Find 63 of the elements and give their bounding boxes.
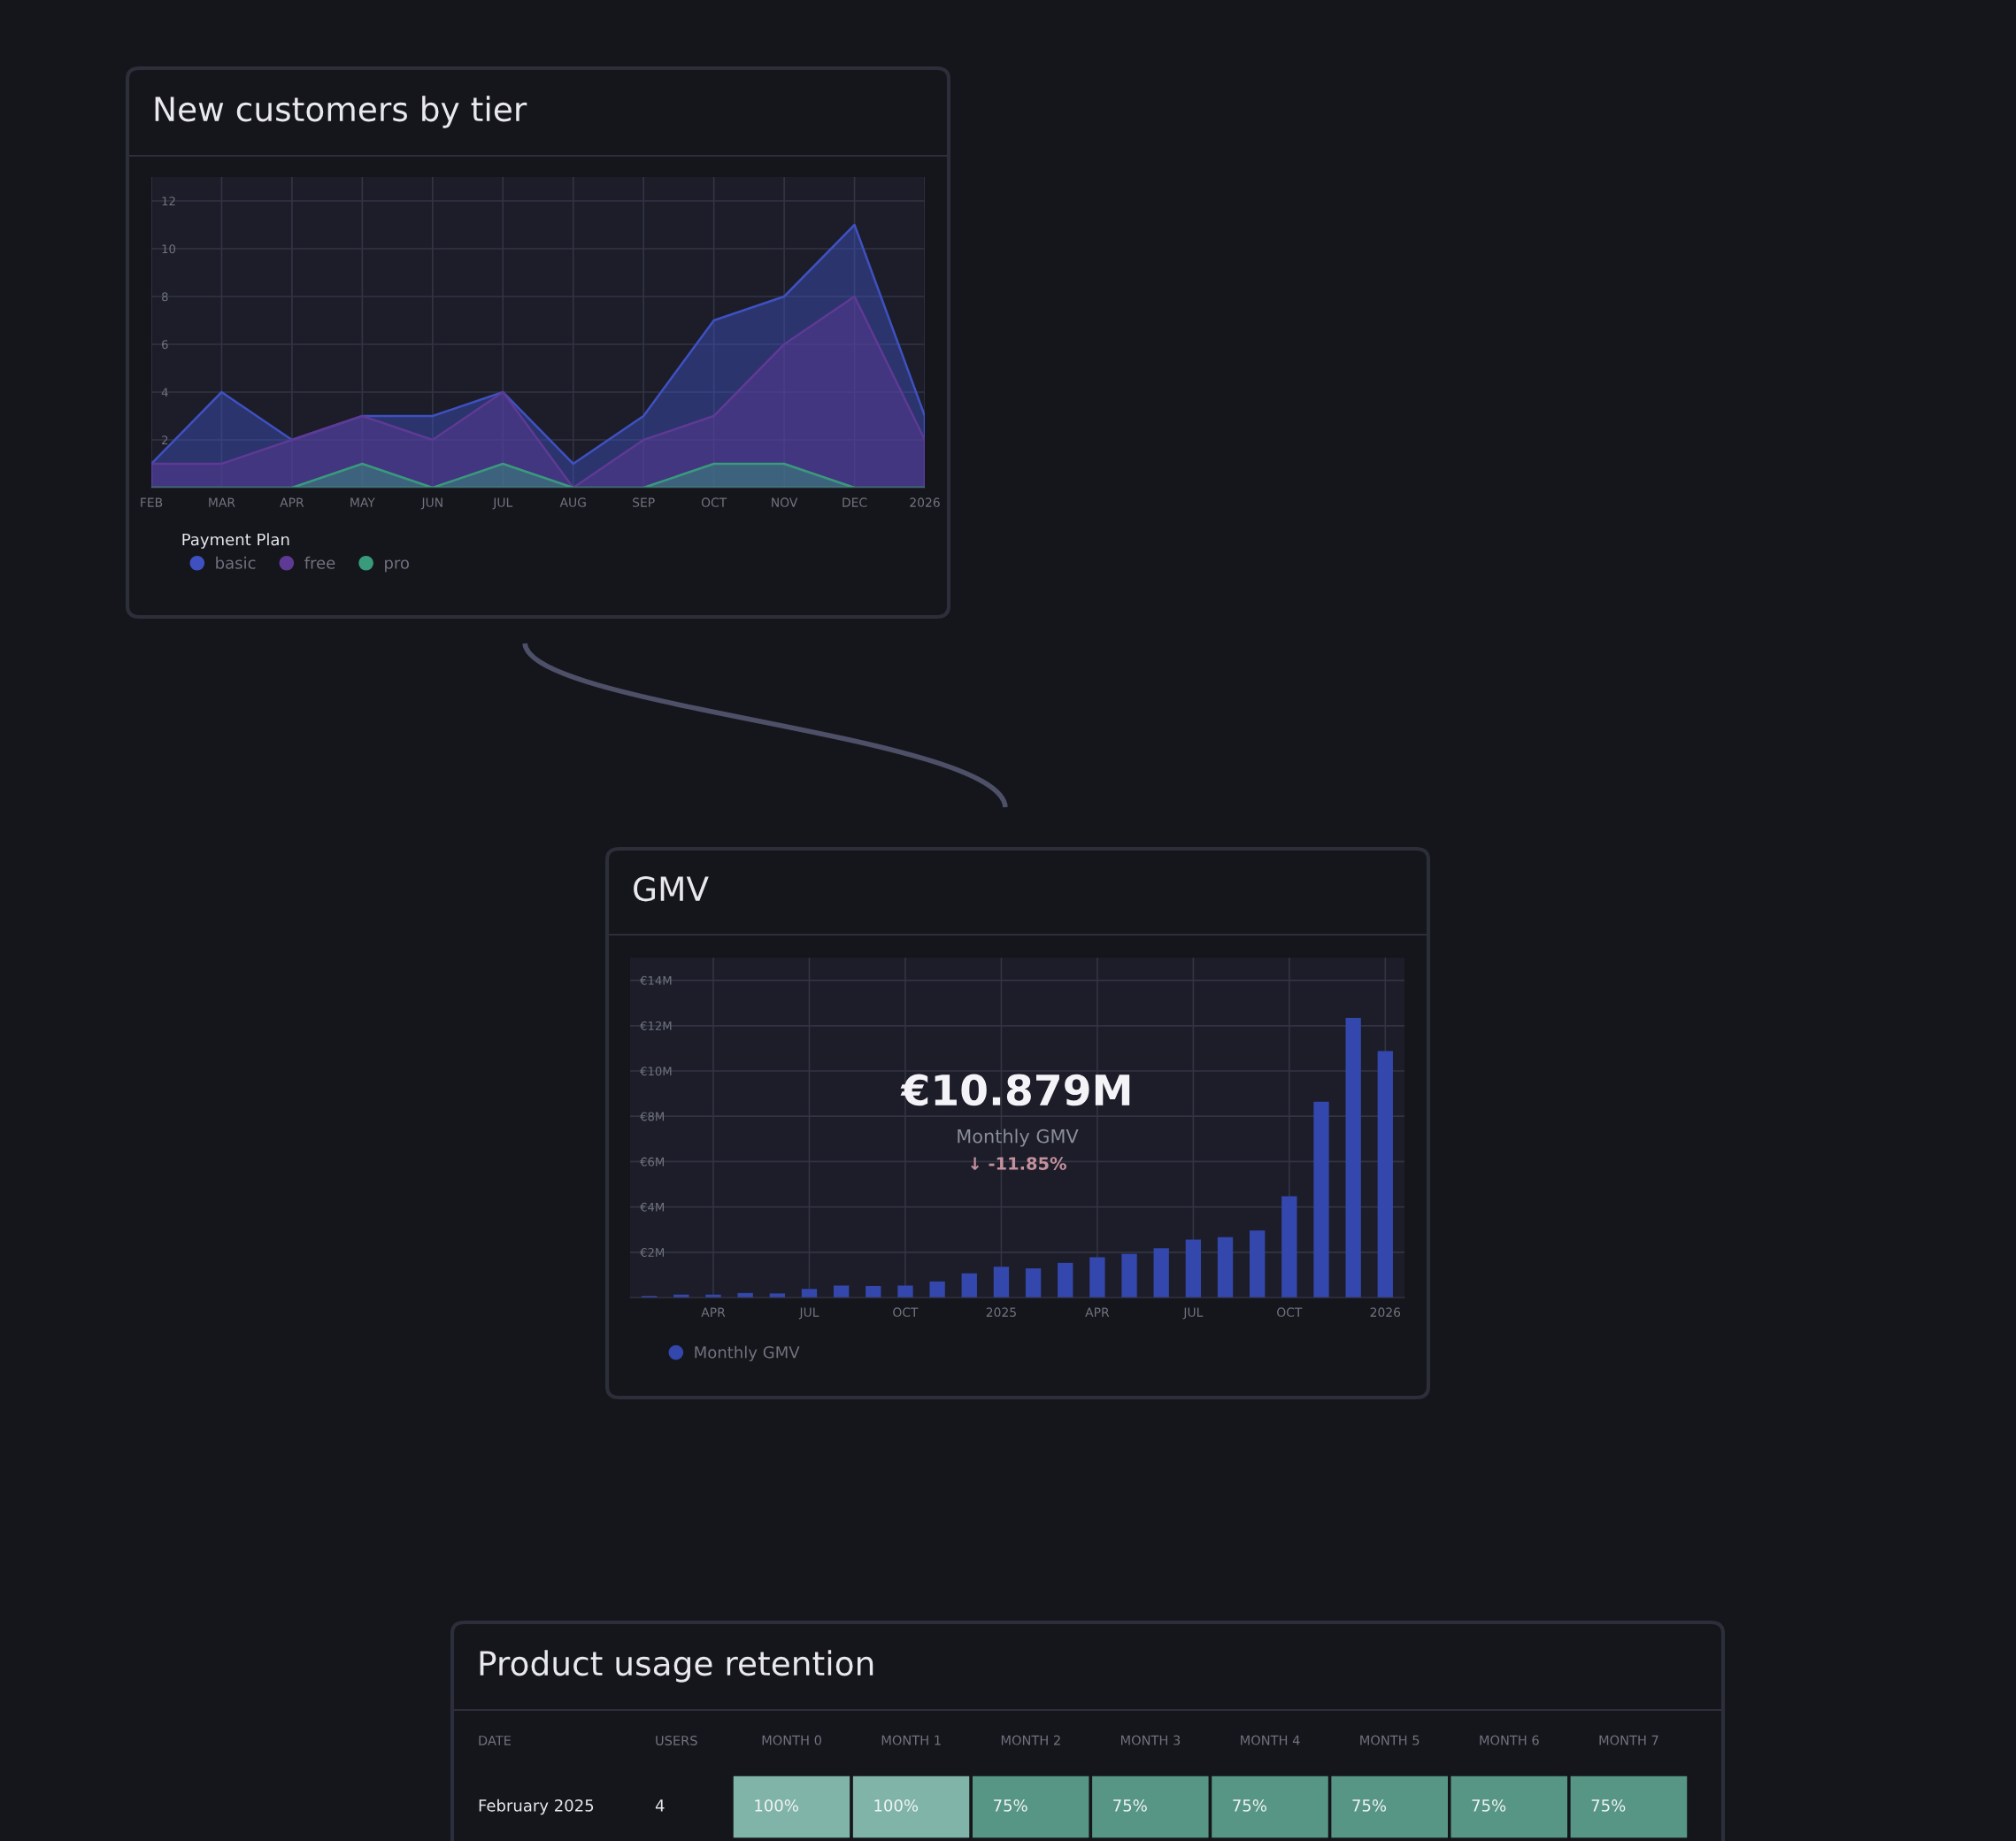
legend-label: Monthly GMV <box>695 1345 800 1362</box>
x-tick-label: SEP <box>633 497 655 507</box>
x-tick-label: APR <box>280 497 304 507</box>
y-tick-label: February 2025 <box>479 1799 594 1815</box>
x-tick-label: JUL <box>492 497 513 510</box>
x-tick-label: MONTH 2 <box>1001 1735 1060 1745</box>
y-tick-label: €14M <box>640 975 672 985</box>
data-label: 75% <box>1113 1799 1147 1812</box>
y-tick-label: 4 <box>161 388 168 397</box>
annotation: Monthly GMV <box>958 1128 1079 1147</box>
x-tick-label: NOV <box>772 497 798 507</box>
y-tick-label: 8 <box>162 292 168 302</box>
x-tick-label: FEB <box>141 497 163 507</box>
chart-title: Product usage retention <box>480 1650 873 1683</box>
y-tick-label: €8M <box>640 1112 664 1121</box>
x-tick-label: MONTH 1 <box>881 1735 941 1745</box>
x-tick-label: MAR <box>209 497 235 507</box>
annotation: €10.879M <box>900 1074 1130 1106</box>
x-tick-label: OCT <box>893 1307 919 1317</box>
x-tick-label: MONTH 6 <box>1480 1735 1539 1745</box>
y-tick-label: 6 <box>162 340 168 350</box>
data-label: 75% <box>1472 1799 1506 1812</box>
x-tick-label: MONTH 5 <box>1360 1735 1420 1745</box>
legend-label: basic <box>216 556 256 569</box>
data-label: 75% <box>994 1799 1027 1812</box>
y-tick-label: 10 <box>162 244 176 254</box>
x-tick-label: 2026 <box>1370 1307 1401 1317</box>
x-tick-label: DEC <box>843 497 867 507</box>
legend-title: Payment Plan <box>182 533 289 549</box>
legend-label: pro <box>385 559 409 573</box>
y-tick-label: €4M <box>640 1202 664 1212</box>
x-tick-label: JUL <box>1182 1307 1204 1320</box>
x-tick-label: MONTH 0 <box>762 1735 821 1745</box>
x-tick-label: MAY <box>350 497 375 507</box>
x-tick-label: 2025 <box>986 1307 1016 1317</box>
chart-title: New customers by tier <box>155 96 527 128</box>
x-tick-label: JUN <box>420 497 442 510</box>
x-tick-label: MONTH 7 <box>1599 1735 1658 1745</box>
x-tick-label: JUL <box>798 1307 819 1320</box>
y-tick-label: 2 <box>162 435 168 445</box>
x-tick-label: APR <box>1085 1307 1110 1317</box>
y-tick-label: €2M <box>640 1248 664 1257</box>
x-tick-label: 2026 <box>910 497 940 507</box>
x-tick-label: MONTH 4 <box>1241 1735 1300 1745</box>
y-tick-label: €12M <box>640 1021 672 1030</box>
legend-label: free <box>304 556 335 569</box>
x-tick-label: OCT <box>701 497 727 507</box>
y-tick-label: 12 <box>162 196 175 206</box>
annotation: ↓ -11.85% <box>971 1157 1066 1170</box>
data-label: 75% <box>1591 1799 1626 1812</box>
data-label: 75% <box>1233 1799 1266 1812</box>
data-label: 75% <box>1352 1799 1387 1812</box>
x-tick-label: MONTH 3 <box>1120 1735 1181 1745</box>
x-tick-label: APR <box>701 1307 726 1317</box>
chart-title: GMV <box>634 876 709 902</box>
y2-axis-title: USERS <box>656 1735 697 1745</box>
x-tick-label: OCT <box>1277 1307 1303 1317</box>
y-tick-label: €10M <box>640 1067 672 1076</box>
y-tick-label: €6M <box>640 1157 664 1167</box>
y-axis-title: DATE <box>479 1736 512 1745</box>
data-label: 100% <box>874 1799 919 1812</box>
data-label: 100% <box>755 1799 798 1812</box>
x-tick-label: AUG <box>559 497 586 507</box>
